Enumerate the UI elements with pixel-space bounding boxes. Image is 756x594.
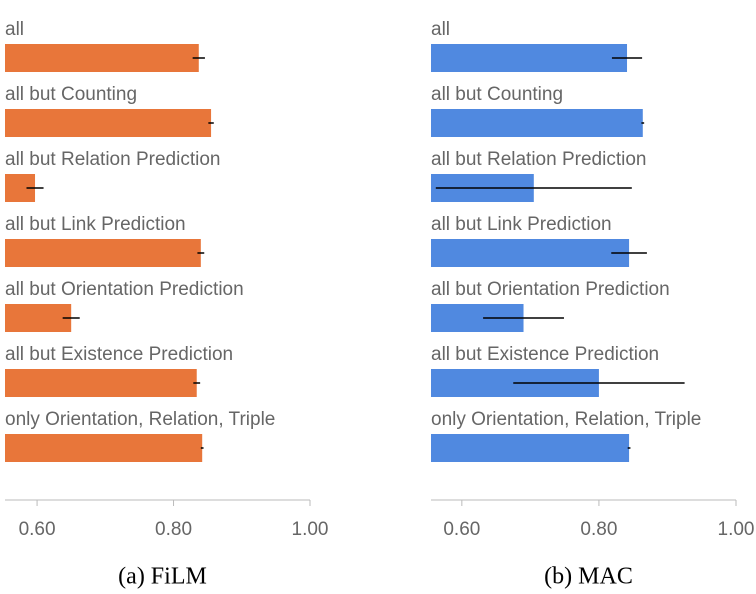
category-label: all but Orientation Prediction: [5, 279, 244, 300]
bar: [431, 434, 630, 462]
x-tick-label: 1.00: [718, 519, 755, 540]
x-tick-label: 0.80: [580, 519, 617, 540]
category-label: all: [431, 19, 450, 40]
caption: (a) FiLM: [118, 564, 207, 590]
x-tick-label: 0.60: [443, 519, 480, 540]
category-label: all but Relation Prediction: [431, 149, 646, 170]
category-label: all but Link Prediction: [431, 214, 612, 235]
bar: [5, 369, 197, 397]
bar: [431, 109, 643, 137]
category-label: all but Existence Prediction: [5, 344, 233, 365]
category-label: all but Counting: [5, 84, 137, 105]
category-label: only Orientation, Relation, Triple: [5, 409, 275, 430]
bar: [5, 434, 203, 462]
bar: [5, 109, 212, 137]
caption: (b) MAC: [544, 564, 633, 590]
category-label: all but Existence Prediction: [431, 344, 659, 365]
x-tick-label: 0.80: [155, 519, 192, 540]
category-label: all but Orientation Prediction: [431, 279, 670, 300]
category-label: all: [5, 19, 24, 40]
bar: [431, 239, 630, 267]
category-label: all but Link Prediction: [5, 214, 186, 235]
bar: [431, 44, 628, 72]
bar: [5, 239, 201, 267]
bar: [5, 304, 72, 332]
bar: [5, 44, 199, 72]
x-tick-label: 0.60: [19, 519, 56, 540]
x-tick-label: 1.00: [292, 519, 329, 540]
category-label: only Orientation, Relation, Triple: [431, 409, 701, 430]
category-label: all but Counting: [431, 84, 563, 105]
category-label: all but Relation Prediction: [5, 149, 220, 170]
